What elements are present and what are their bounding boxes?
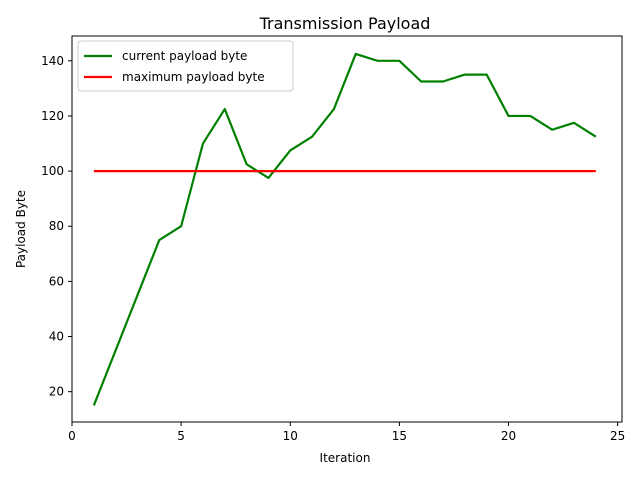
x-tick-label: 0 [68,429,76,443]
y-tick-label: 100 [41,164,64,178]
y-tick-label: 120 [41,109,64,123]
axis-ticks: 0 5 10 15 20 25 20 40 60 80 100 120 140 [41,54,625,443]
y-tick-label: 60 [49,274,64,288]
x-tick-label: 20 [501,429,516,443]
y-tick-label: 80 [49,219,64,233]
y-axis-label: Payload Byte [14,190,28,268]
series-line-1 [92,52,597,406]
y-tick-label: 140 [41,54,64,68]
y-tick-label: 40 [49,330,64,344]
y-tick-label: 20 [49,385,64,399]
x-tick-label: 5 [177,429,185,443]
x-tick-label: 25 [610,429,625,443]
legend-label-2: maximum payload byte [122,70,265,84]
legend-box [77,40,294,92]
legend: current payload byte maximum payload byte [77,40,294,92]
series-layer [92,52,597,406]
x-axis-label: Iteration [320,451,371,465]
x-tick-label: 15 [392,429,407,443]
chart-title: Transmission Payload [259,14,431,33]
plot-frame [71,35,623,423]
legend-label-1: current payload byte [122,49,247,63]
x-tick-label: 10 [283,429,298,443]
